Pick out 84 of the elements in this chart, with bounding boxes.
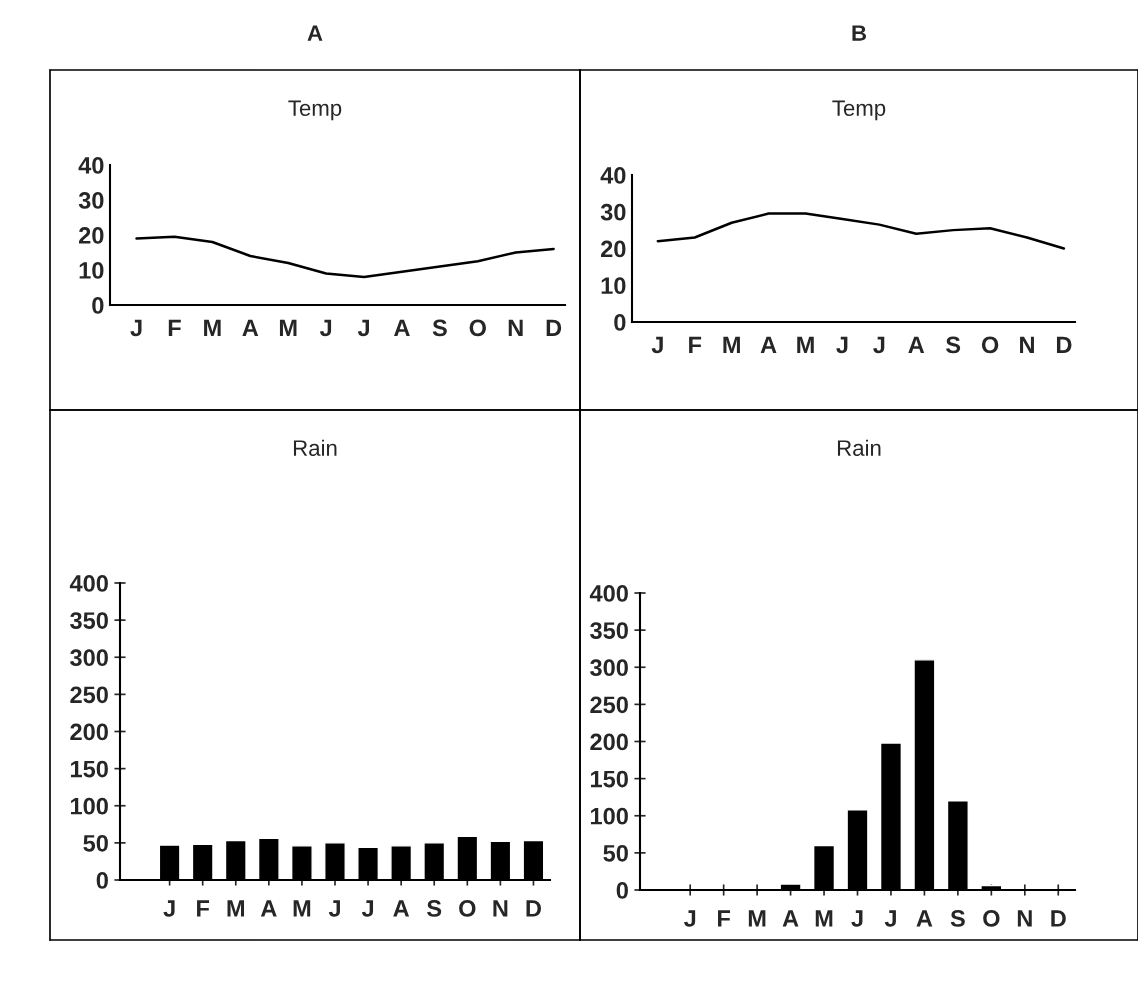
y-tick-label: 300 — [590, 659, 628, 677]
x-tick-label: D — [1056, 336, 1072, 353]
x-tick-label: J — [163, 900, 175, 917]
x-tick-label: S — [427, 900, 442, 917]
x-tick-label: J — [357, 319, 369, 337]
x-tick-label: S — [432, 319, 447, 337]
y-tick-label: 300 — [70, 649, 108, 667]
x-tick-label: N — [508, 319, 523, 336]
x-tick-label: F — [718, 910, 730, 927]
y-tick-label: 40 — [600, 167, 626, 184]
x-tick-label: J — [319, 319, 332, 337]
line-series — [135, 235, 555, 279]
x-tick-label: J — [836, 336, 848, 354]
x-tick-label: N — [493, 900, 508, 917]
x-tick-label: M — [723, 336, 740, 353]
x-tick-label: A — [260, 900, 277, 917]
x-tick-label: O — [459, 900, 476, 917]
x-tick-label: J — [361, 900, 374, 917]
y-tick-label: 350 — [590, 622, 628, 639]
text: A — [307, 25, 323, 41]
y-tick-label: 400 — [589, 585, 628, 602]
x-tick-label: M — [815, 910, 833, 927]
x-tick-label: A — [916, 910, 933, 927]
x-tick-label: A — [908, 336, 925, 353]
x-tick-label: A — [394, 319, 410, 336]
x-tick-label: M — [227, 900, 245, 917]
y-tick-label: 200 — [70, 723, 108, 741]
x-tick-label: D — [1051, 910, 1066, 927]
y-tick-label: 40 — [78, 157, 104, 174]
y-tick-label: 10 — [79, 262, 104, 279]
y-tick-label: 20 — [601, 240, 626, 258]
x-tick-label: S — [950, 910, 965, 927]
x-tick-label: M — [797, 336, 814, 353]
y-tick-label: 150 — [70, 760, 108, 778]
text: B — [852, 25, 867, 41]
line-series — [656, 212, 1066, 250]
y-tick-label: 200 — [590, 733, 628, 751]
y-tick-label: 250 — [70, 686, 108, 704]
x-tick-label: A — [760, 336, 777, 353]
x-tick-label: O — [981, 336, 999, 354]
x-tick-label: A — [242, 319, 259, 336]
x-tick-label: O — [983, 910, 1000, 927]
x-tick-label: M — [279, 319, 297, 336]
chart-title: Rain — [837, 439, 881, 456]
x-tick-label: O — [469, 319, 486, 337]
x-tick-label: J — [851, 910, 863, 927]
y-tick-label: 0 — [614, 314, 626, 331]
chart-title: Temp — [288, 100, 342, 121]
x-tick-label: J — [873, 336, 885, 354]
x-tick-label: F — [168, 319, 181, 336]
x-tick-label: M — [204, 319, 221, 336]
y-tick-label: 0 — [92, 297, 104, 314]
y-tick-label: 20 — [79, 227, 104, 244]
chart-title: Rain — [293, 439, 337, 456]
y-tick-label: 100 — [70, 797, 108, 815]
y-tick-label: 250 — [590, 696, 628, 714]
x-tick-label: F — [689, 336, 702, 353]
x-tick-label: N — [1020, 336, 1034, 353]
y-tick-label: 150 — [590, 770, 628, 788]
x-tick-label: J — [651, 336, 663, 354]
x-tick-label: J — [328, 900, 340, 917]
y-tick-label: 30 — [78, 192, 104, 209]
y-tick-label: 50 — [83, 834, 108, 852]
x-tick-label: N — [1017, 910, 1032, 927]
x-tick-label: J — [683, 910, 696, 927]
x-tick-label: A — [782, 910, 799, 927]
y-tick-label: 400 — [69, 575, 108, 592]
x-tick-label: S — [945, 336, 961, 354]
y-tick-label: 350 — [70, 612, 108, 629]
x-tick-label: D — [526, 900, 541, 917]
x-tick-label: M — [748, 910, 766, 927]
x-tick-label: M — [293, 900, 311, 917]
y-tick-label: 0 — [96, 872, 108, 889]
x-tick-label: F — [197, 900, 210, 917]
x-tick-label: A — [393, 900, 410, 917]
y-tick-label: 100 — [590, 807, 628, 825]
chart-title: Temp — [832, 100, 886, 121]
y-tick-label: 30 — [600, 203, 626, 221]
x-tick-label: J — [130, 319, 142, 337]
x-tick-label: D — [546, 319, 562, 336]
y-tick-label: 50 — [603, 844, 628, 862]
y-tick-label: 0 — [616, 882, 628, 899]
y-tick-label: 10 — [601, 277, 626, 295]
x-tick-label: J — [884, 910, 896, 927]
